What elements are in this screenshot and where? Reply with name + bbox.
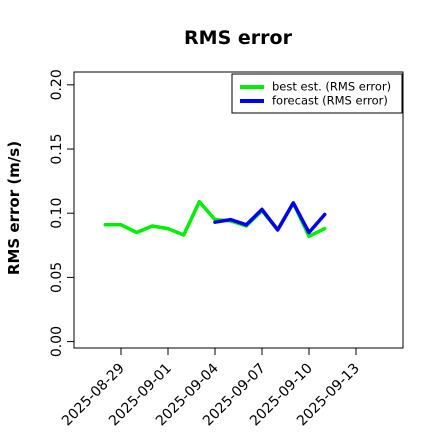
y-tick-label: 0.20 — [49, 69, 65, 100]
y-tick-label: 0.05 — [49, 262, 65, 293]
legend-label: forecast (RMS error) — [272, 94, 388, 108]
y-axis-label: RMS error (m/s) — [5, 141, 23, 275]
y-tick-label: 0.10 — [49, 198, 65, 229]
plot-frame — [73, 71, 404, 349]
legend-label: best est. (RMS error) — [272, 80, 391, 94]
series-lines — [103, 199, 327, 239]
chart-title: RMS error — [184, 27, 293, 49]
legend-box — [231, 73, 403, 114]
legend: best est. (RMS error)forecast (RMS error… — [231, 73, 403, 114]
y-tick-label: 0.00 — [49, 326, 65, 357]
series-line-forecast — [213, 201, 327, 235]
plot-area — [73, 71, 404, 349]
y-tick-label: 0.15 — [49, 133, 65, 164]
